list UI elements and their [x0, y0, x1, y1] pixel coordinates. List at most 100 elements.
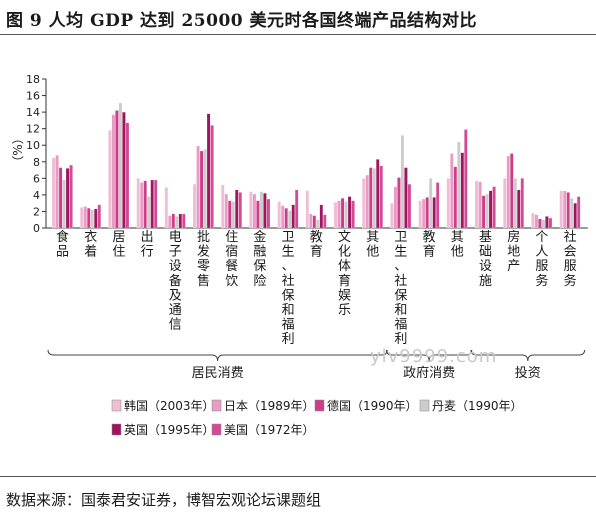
bar — [118, 102, 123, 229]
bar — [548, 217, 553, 229]
bar — [122, 112, 126, 229]
bar — [206, 113, 211, 229]
bar — [266, 198, 271, 229]
x-tick-label: 他 — [366, 245, 379, 260]
bar — [344, 201, 348, 229]
bar — [309, 213, 313, 229]
watermark-text: ylv9999.com — [370, 346, 498, 367]
bar — [453, 166, 457, 229]
bar — [393, 186, 398, 229]
x-tick-label: 会 — [564, 245, 577, 260]
bar — [422, 198, 426, 229]
bar — [154, 179, 158, 229]
x-tick-label: 人 — [535, 245, 548, 260]
x-tick-label: 育 — [423, 244, 436, 260]
bar — [111, 114, 116, 229]
bar — [365, 174, 369, 229]
bar — [65, 168, 70, 229]
bar — [228, 200, 232, 229]
bar — [175, 216, 179, 229]
bar — [425, 197, 429, 229]
bar — [259, 191, 264, 229]
group-label: 政府消费 — [403, 366, 455, 381]
bar — [513, 178, 517, 229]
bar — [429, 178, 433, 229]
bar — [249, 191, 253, 229]
bar — [319, 204, 323, 229]
top-rule — [0, 34, 596, 35]
bar — [503, 178, 507, 229]
bar — [400, 135, 405, 229]
bar — [460, 152, 464, 229]
x-tick-label: 础 — [479, 245, 492, 260]
bar — [562, 190, 567, 229]
bar — [199, 150, 204, 229]
bar — [284, 208, 288, 229]
bar — [140, 182, 144, 229]
legend-swatch — [314, 399, 325, 412]
bar — [474, 180, 479, 229]
bar — [97, 204, 101, 229]
x-tick-label: 务 — [564, 273, 577, 289]
x-tick-label: 备 — [169, 273, 182, 289]
bar — [182, 213, 186, 229]
x-tick-label: 乐 — [338, 303, 351, 318]
bottom-rule — [0, 476, 596, 477]
x-tick-label: 和 — [282, 303, 295, 318]
bar — [566, 192, 570, 229]
bar — [376, 159, 380, 229]
legend-label: 韩国（2003年） — [124, 398, 215, 413]
bar — [235, 189, 239, 229]
x-tick-label: 信 — [169, 318, 182, 333]
bar — [231, 201, 235, 229]
x-tick-label: 衣 — [84, 229, 97, 245]
bar — [69, 164, 73, 229]
x-tick-label: 其 — [366, 230, 379, 245]
y-tick-label: 0 — [33, 222, 40, 235]
bar — [534, 214, 539, 229]
x-tick-label: 宿 — [225, 244, 238, 260]
x-tick-label: 娱 — [338, 288, 351, 303]
x-tick-label: 生 — [282, 245, 295, 260]
bar — [143, 180, 147, 229]
bar — [256, 200, 260, 229]
bar — [569, 198, 574, 229]
x-tick-label: 子 — [169, 245, 182, 260]
legend-label: 美国（1972年） — [224, 423, 315, 437]
bar — [372, 168, 376, 229]
bar — [171, 213, 176, 229]
bar — [90, 209, 94, 229]
x-tick-label: 设 — [169, 259, 182, 274]
x-tick-label: 文 — [338, 230, 351, 245]
bar — [288, 210, 292, 229]
legend-label: 日本（1989年） — [224, 399, 315, 413]
bar — [178, 213, 183, 229]
bar — [221, 184, 225, 229]
x-tick-label: 着 — [84, 244, 97, 260]
bar — [576, 196, 581, 229]
bar — [87, 208, 91, 229]
bar — [224, 193, 228, 229]
bar — [337, 200, 341, 229]
group-bracket — [47, 349, 388, 362]
group-label: 居民消费 — [192, 366, 244, 381]
bar — [238, 192, 242, 229]
bar — [62, 179, 66, 229]
bar — [520, 178, 524, 229]
bar — [203, 149, 207, 229]
bar — [305, 190, 309, 229]
bar — [80, 207, 84, 229]
x-tick-label: 和 — [394, 303, 407, 318]
x-tick-label: 品 — [56, 245, 69, 260]
x-tick-label: 金 — [253, 229, 266, 245]
bar — [196, 145, 200, 229]
legend-swatch — [111, 423, 122, 436]
bar — [192, 184, 197, 229]
bar — [51, 157, 56, 229]
bar — [436, 182, 440, 229]
x-tick-label: 出 — [141, 230, 154, 245]
x-tick-label: 房 — [507, 229, 520, 245]
x-tick-label: 社 — [394, 273, 407, 289]
bar — [488, 190, 493, 229]
bar — [125, 122, 130, 229]
